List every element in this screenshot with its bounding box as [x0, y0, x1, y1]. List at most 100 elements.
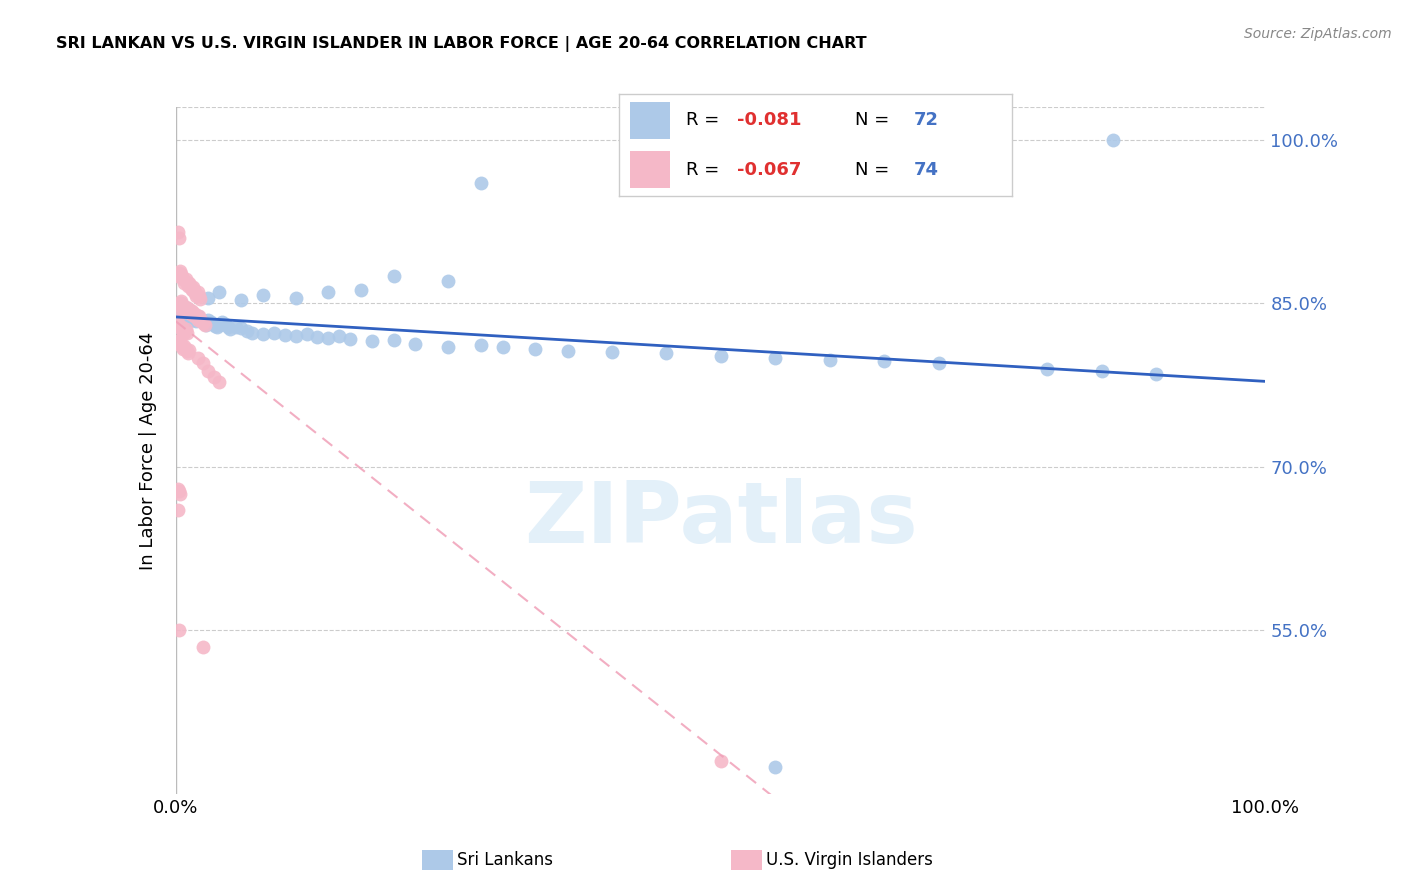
Point	[202, 370, 225, 384]
Point	[173, 305, 195, 319]
Point	[177, 276, 200, 290]
Point	[184, 286, 207, 301]
Point	[328, 329, 350, 343]
Point	[405, 336, 427, 351]
Point	[183, 283, 205, 297]
Point	[181, 280, 204, 294]
Point	[173, 326, 195, 340]
Text: 72: 72	[914, 112, 939, 129]
Point	[179, 277, 201, 292]
Point	[492, 340, 515, 354]
Point	[187, 288, 209, 302]
Point	[181, 304, 204, 318]
Point	[1102, 133, 1125, 147]
Point	[187, 310, 209, 324]
Text: N =: N =	[855, 161, 894, 178]
Point	[524, 342, 547, 356]
Point	[191, 356, 214, 370]
Point	[191, 640, 214, 654]
Point	[174, 300, 197, 314]
Point	[179, 304, 201, 318]
Point	[167, 483, 190, 498]
Bar	[630, 102, 669, 139]
Point	[195, 318, 218, 332]
Point	[191, 314, 214, 328]
Point	[167, 503, 190, 517]
Point	[172, 340, 194, 354]
Point	[174, 272, 197, 286]
Point	[190, 314, 212, 328]
Point	[167, 624, 190, 638]
Point	[177, 278, 200, 293]
Text: 74: 74	[914, 161, 939, 178]
Point	[172, 301, 194, 316]
Point	[437, 340, 460, 354]
Point	[225, 320, 247, 334]
Point	[339, 332, 361, 346]
Point	[197, 291, 219, 305]
Point	[188, 311, 211, 326]
Point	[201, 317, 224, 331]
Point	[208, 285, 231, 300]
Point	[172, 270, 194, 285]
Point	[167, 231, 190, 245]
Point	[170, 267, 193, 281]
Point	[167, 301, 190, 316]
Point	[284, 329, 307, 343]
Point	[197, 364, 219, 378]
Text: N =: N =	[855, 112, 894, 129]
Point	[186, 312, 209, 326]
Point	[176, 302, 198, 317]
Point	[167, 482, 190, 496]
Point	[172, 298, 194, 312]
Point	[177, 305, 200, 319]
Point	[307, 330, 329, 344]
Point	[183, 310, 205, 324]
Point	[174, 305, 197, 319]
Point	[172, 324, 194, 338]
Point	[177, 307, 200, 321]
Point	[557, 344, 579, 359]
Point	[180, 305, 202, 319]
Point	[382, 334, 405, 348]
Point	[186, 285, 209, 300]
Point	[170, 294, 193, 309]
Point	[167, 268, 190, 283]
Point	[360, 334, 382, 349]
Point	[173, 276, 195, 290]
Text: -0.081: -0.081	[737, 112, 801, 129]
Point	[181, 312, 204, 326]
Point	[167, 334, 190, 349]
Point	[169, 334, 191, 348]
Point	[184, 311, 207, 326]
Point	[197, 312, 219, 326]
Point	[181, 307, 204, 321]
Point	[176, 344, 198, 359]
Point	[470, 337, 492, 351]
Point	[173, 312, 195, 326]
Point	[928, 356, 950, 370]
Text: R =: R =	[686, 161, 724, 178]
Point	[172, 342, 194, 356]
Point	[235, 324, 257, 338]
Text: U.S. Virgin Islanders: U.S. Virgin Islanders	[766, 851, 934, 869]
Point	[172, 320, 194, 334]
Point	[176, 276, 198, 290]
Point	[172, 310, 194, 324]
Point	[382, 268, 405, 283]
Point	[194, 318, 217, 332]
Point	[1091, 364, 1114, 378]
Point	[174, 342, 197, 356]
Point	[167, 336, 190, 351]
Point	[176, 326, 198, 340]
Text: SRI LANKAN VS U.S. VIRGIN ISLANDER IN LABOR FORCE | AGE 20-64 CORRELATION CHART: SRI LANKAN VS U.S. VIRGIN ISLANDER IN LA…	[56, 36, 868, 52]
Point	[177, 310, 200, 324]
Point	[200, 315, 222, 329]
Point	[167, 307, 190, 321]
Point	[177, 343, 200, 358]
Point	[252, 287, 274, 301]
Point	[186, 310, 209, 324]
Point	[169, 320, 191, 334]
Point	[180, 307, 202, 321]
Text: Sri Lankans: Sri Lankans	[457, 851, 553, 869]
